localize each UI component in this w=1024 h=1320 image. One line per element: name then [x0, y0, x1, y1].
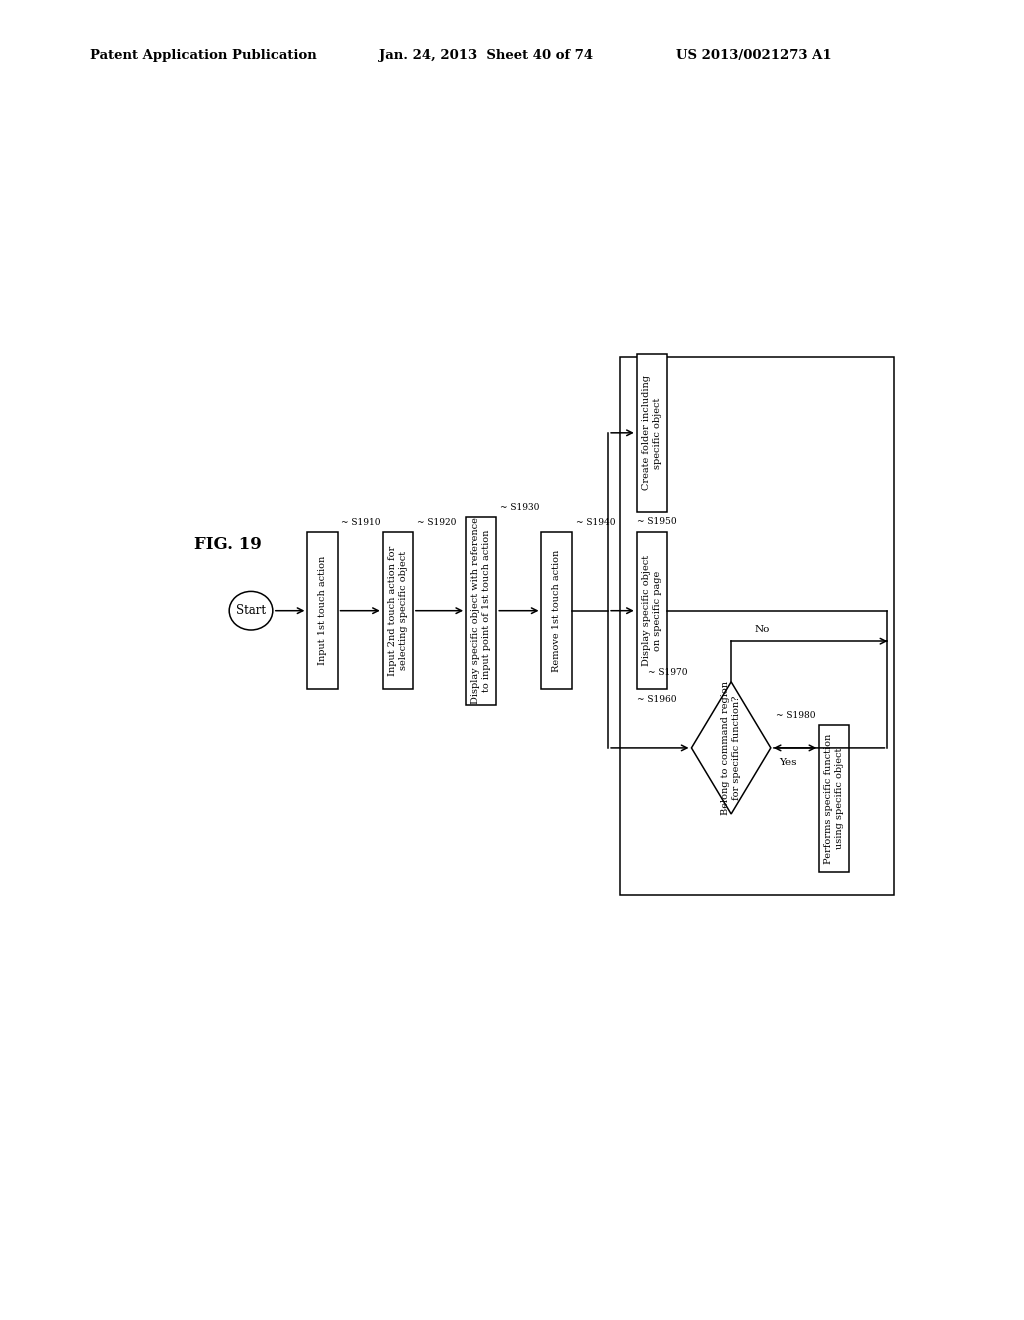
Ellipse shape	[229, 591, 272, 630]
Text: Start: Start	[236, 605, 266, 618]
FancyBboxPatch shape	[819, 725, 849, 873]
Text: Jan. 24, 2013  Sheet 40 of 74: Jan. 24, 2013 Sheet 40 of 74	[379, 49, 593, 62]
Polygon shape	[691, 682, 771, 814]
Text: ~ S1940: ~ S1940	[575, 517, 615, 527]
Text: ~ S1920: ~ S1920	[417, 517, 457, 527]
Text: Input 1st touch action: Input 1st touch action	[317, 556, 327, 665]
Text: ~ S1910: ~ S1910	[341, 517, 381, 527]
FancyBboxPatch shape	[620, 356, 894, 895]
Text: ~ S1970: ~ S1970	[648, 668, 687, 677]
Text: ~ S1930: ~ S1930	[500, 503, 540, 512]
Text: Belong to command region
for specific function?: Belong to command region for specific fu…	[722, 681, 740, 814]
FancyBboxPatch shape	[383, 532, 413, 689]
FancyBboxPatch shape	[542, 532, 571, 689]
FancyBboxPatch shape	[637, 354, 667, 512]
Text: ~ S1960: ~ S1960	[637, 694, 676, 704]
Text: Remove 1st touch action: Remove 1st touch action	[552, 549, 561, 672]
Text: Patent Application Publication: Patent Application Publication	[90, 49, 316, 62]
Text: US 2013/0021273 A1: US 2013/0021273 A1	[676, 49, 831, 62]
Text: No: No	[755, 626, 770, 634]
Text: Create folder including
specific object: Create folder including specific object	[642, 375, 662, 490]
Text: Display specific object with reference
to input point of 1st touch action: Display specific object with reference t…	[471, 517, 492, 704]
Text: ~ S1980: ~ S1980	[776, 711, 815, 719]
FancyBboxPatch shape	[307, 532, 338, 689]
Text: Input 2nd touch action for
selecting specific object: Input 2nd touch action for selecting spe…	[388, 545, 408, 676]
Text: Display specific object
on specific page: Display specific object on specific page	[642, 556, 662, 667]
Text: ~ S1950: ~ S1950	[637, 516, 676, 525]
Text: Yes: Yes	[779, 758, 797, 767]
FancyBboxPatch shape	[466, 516, 497, 705]
Text: Performs specific function
using specific object: Performs specific function using specifi…	[824, 734, 845, 863]
FancyBboxPatch shape	[637, 532, 667, 689]
Text: FIG. 19: FIG. 19	[194, 536, 261, 553]
